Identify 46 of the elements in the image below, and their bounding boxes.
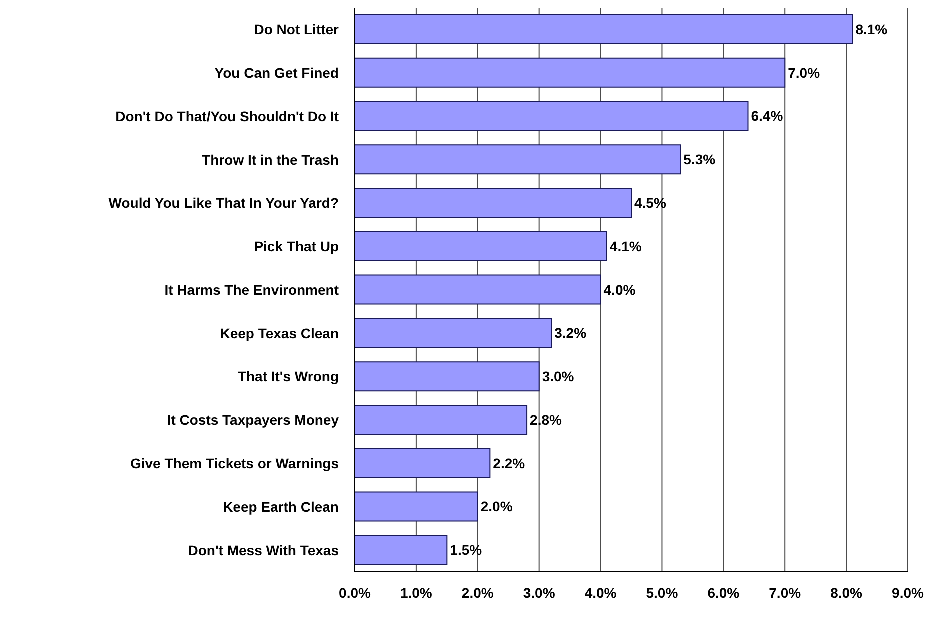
y-tick-label: You Can Get Fined — [214, 65, 339, 82]
x-tick-label: 0.0% — [339, 584, 372, 601]
data-label: 7.0% — [788, 64, 821, 81]
bar — [355, 318, 552, 348]
y-tick-label: Give Them Tickets or Warnings — [130, 456, 340, 472]
y-tick-label: Throw It in the Trash — [202, 152, 339, 168]
bar — [355, 101, 749, 132]
y-tick-label: Don't Mess With Texas — [188, 542, 340, 558]
bar — [355, 535, 448, 566]
x-tick-label: 4.0% — [584, 584, 618, 601]
x-tick-label: 8.0% — [830, 584, 864, 601]
y-tick-label: That It's Wrong — [238, 368, 339, 385]
x-tick-label: 2.0% — [462, 584, 494, 601]
data-label: 4.1% — [610, 238, 642, 254]
data-label: 5.3% — [684, 152, 716, 168]
y-tick-label: It Costs Taxpayers Money — [167, 412, 340, 428]
data-label: 2.0% — [480, 498, 514, 515]
data-label: 8.1% — [856, 21, 888, 38]
bar — [355, 492, 478, 522]
y-tick-label: It Harms The Environment — [164, 282, 340, 298]
y-tick-label: Keep Earth Clean — [223, 498, 339, 515]
bar — [355, 448, 491, 478]
x-tick-label: 1.0% — [400, 584, 433, 601]
y-tick-label: Do Not Litter — [254, 22, 340, 38]
x-tick-label: 7.0% — [769, 584, 802, 601]
x-tick-label: 6.0% — [708, 584, 740, 601]
data-label: 3.2% — [554, 325, 588, 342]
bar — [355, 144, 682, 175]
bar — [355, 362, 540, 392]
bar — [355, 58, 786, 88]
data-label: 3.0% — [542, 368, 575, 385]
data-label: 2.2% — [493, 455, 526, 472]
data-label: 4.0% — [604, 282, 636, 298]
x-tick-label: 5.0% — [646, 584, 679, 601]
bar — [355, 188, 632, 218]
y-tick-label: Would You Like That In Your Yard? — [108, 195, 339, 212]
bar — [355, 14, 854, 44]
data-label: 6.4% — [751, 108, 784, 124]
y-tick-label: Don't Do That/You Shouldn't Do It — [116, 108, 340, 124]
y-tick-label: Pick That Up — [254, 238, 339, 255]
x-tick-label: 9.0% — [892, 584, 924, 601]
bar — [355, 404, 528, 435]
bar — [355, 274, 602, 305]
x-tick-label: 3.0% — [523, 584, 556, 601]
y-tick-label: Keep Texas Clean — [220, 325, 339, 342]
bar — [355, 231, 608, 262]
